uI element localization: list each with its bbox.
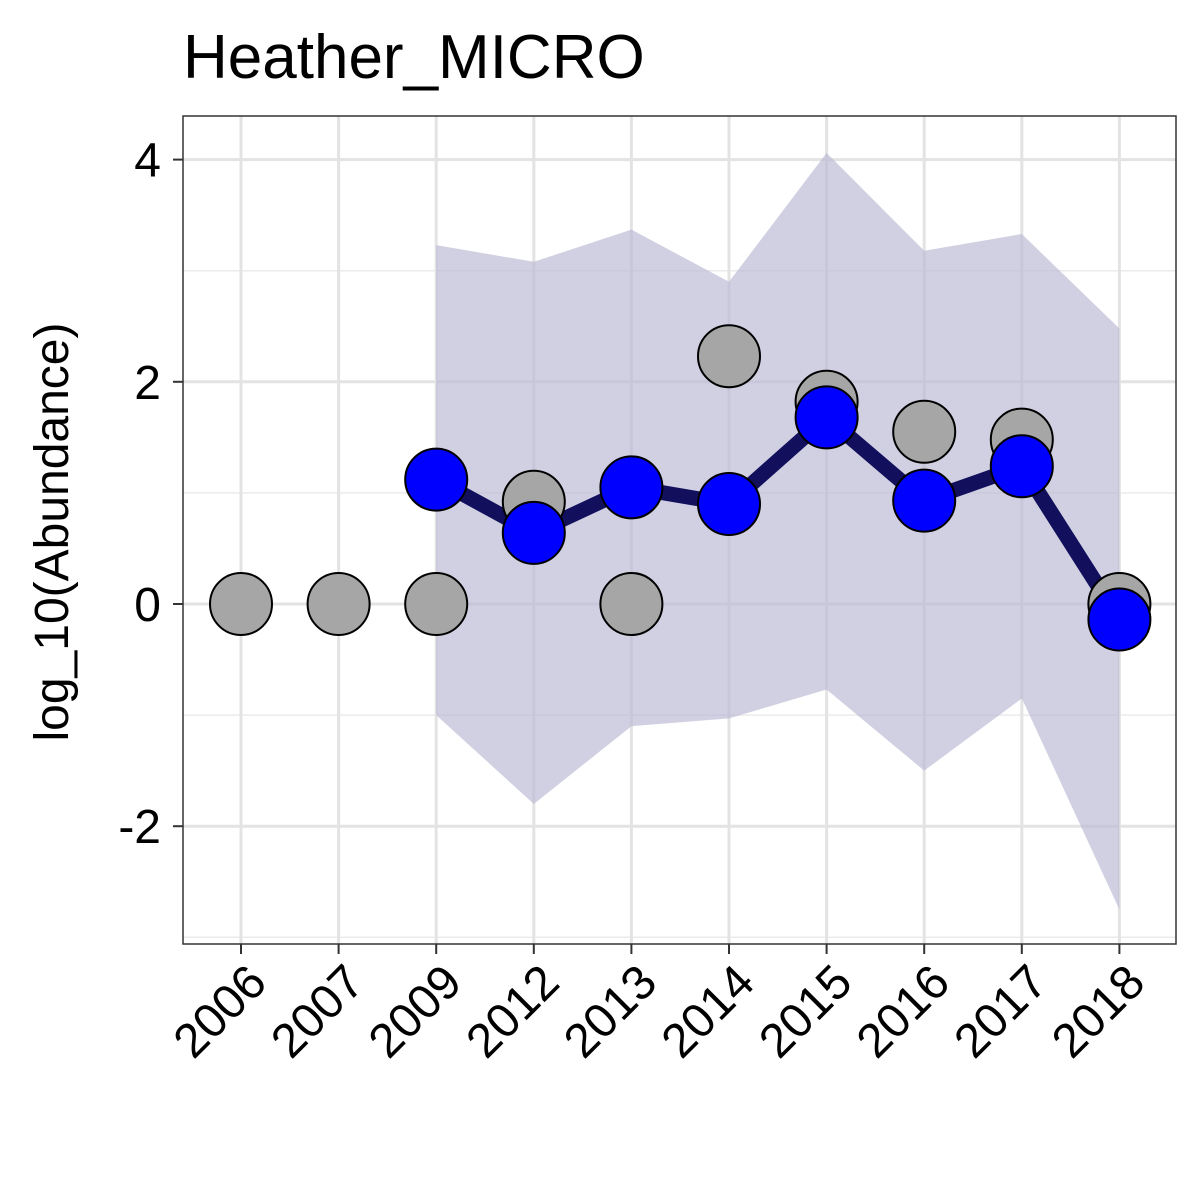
ribbon-area: [436, 152, 1120, 910]
y-tick-label: -2: [118, 801, 161, 854]
observed-point: [404, 572, 469, 636]
estimated-point: [989, 434, 1054, 499]
estimated-point: [697, 472, 761, 537]
observed-point: [209, 572, 273, 636]
y-tick-label: 2: [134, 357, 161, 410]
observed-point: [697, 324, 761, 389]
observed-point: [892, 399, 957, 464]
y-axis-label: log_10(Abundance): [26, 323, 79, 742]
observed-point: [599, 572, 664, 636]
y-tick-label: 4: [134, 135, 161, 188]
estimated-point: [599, 455, 664, 520]
panel-border: [182, 115, 1177, 945]
estimated-point: [794, 385, 859, 450]
chart-title: Heather_MICRO: [183, 23, 645, 92]
estimated-point: [501, 500, 566, 565]
observed-point: [306, 572, 371, 636]
data-points: [209, 324, 1152, 652]
y-axis: -2 0 2 4: [118, 135, 183, 854]
y-tick-label: 0: [134, 579, 161, 632]
estimated-point: [404, 447, 469, 512]
estimated-point: [892, 468, 957, 533]
confidence-ribbon: [436, 152, 1120, 910]
estimated-point: [1087, 587, 1152, 652]
